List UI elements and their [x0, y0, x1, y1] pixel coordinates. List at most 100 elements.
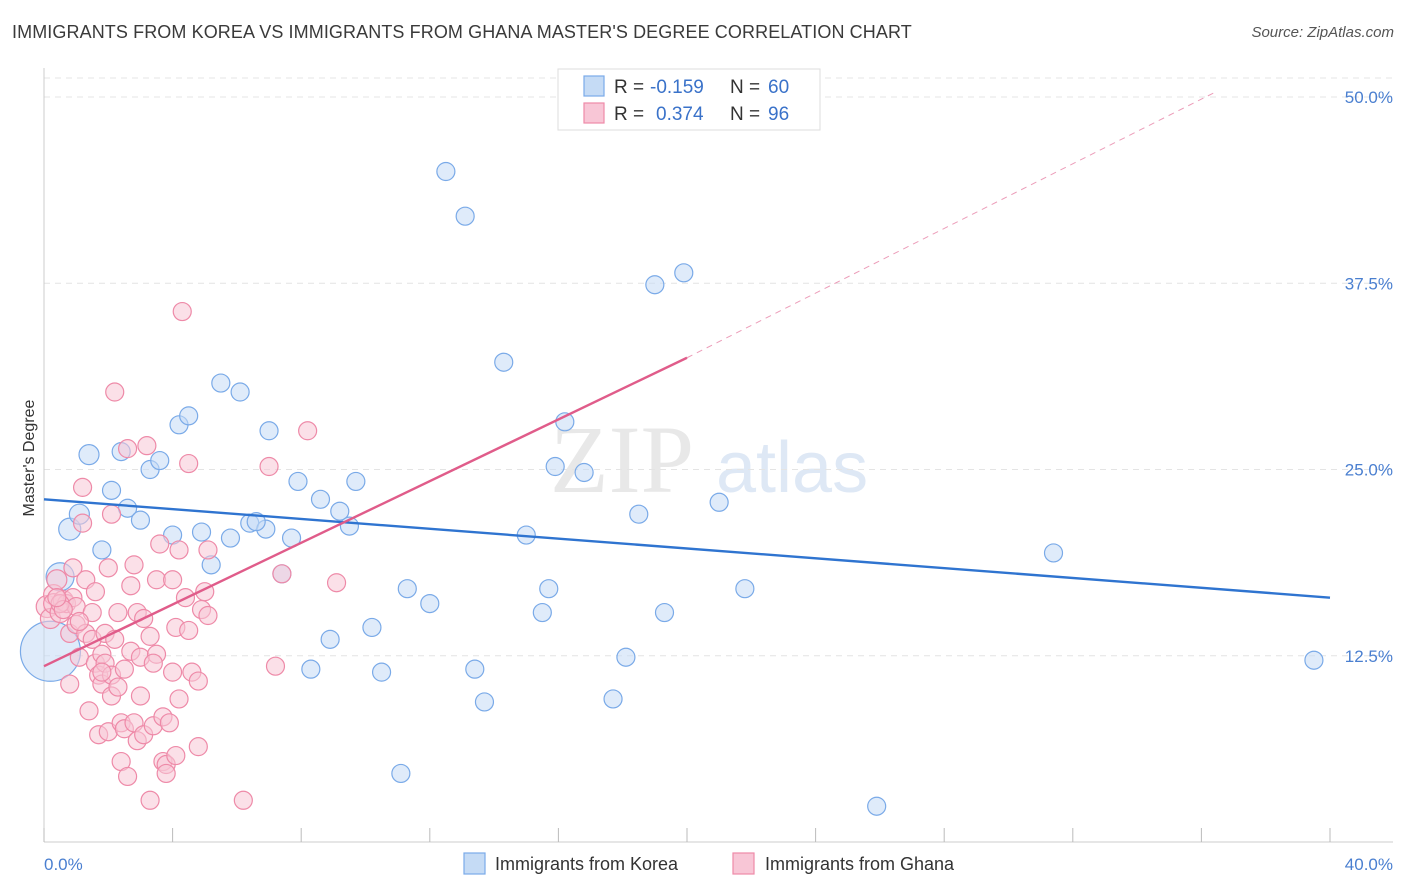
data-point-korea — [545, 456, 565, 477]
data-point-ghana — [72, 513, 93, 533]
data-point-korea — [420, 593, 440, 614]
data-point-ghana — [92, 662, 112, 682]
data-point-ghana — [108, 677, 128, 697]
legend-r-label-ghana: R = — [614, 104, 644, 125]
legend-r-value-ghana: 0.374 — [656, 104, 704, 125]
watermark-atlas: atlas — [716, 428, 868, 508]
data-point-ghana — [265, 656, 286, 676]
legend-r-value-korea: -0.159 — [650, 77, 704, 98]
data-point-ghana — [60, 674, 80, 694]
data-point-korea — [288, 471, 308, 492]
data-point-ghana — [198, 605, 218, 626]
data-point-korea — [465, 659, 485, 679]
y-tick-labels: 12.5% 25.0% 37.5% 50.0% — [1345, 88, 1393, 666]
data-point-korea — [709, 492, 729, 512]
data-point-korea — [320, 629, 340, 649]
data-point-ghana — [179, 453, 199, 474]
data-point-ghana — [159, 713, 179, 733]
data-point-ghana — [79, 701, 99, 721]
data-point-korea — [532, 602, 552, 623]
legend-n-value-korea: 60 — [768, 77, 789, 98]
data-point-ghana — [105, 382, 125, 402]
data-point-korea — [474, 692, 495, 712]
data-point-ghana — [169, 540, 189, 560]
data-point-ghana — [46, 569, 68, 591]
data-point-ghana — [156, 763, 176, 784]
data-point-ghana — [163, 570, 183, 590]
legend-n-label-ghana: N = — [730, 104, 760, 125]
data-point-ghana — [188, 671, 208, 691]
data-point-ghana — [140, 626, 160, 646]
y-tick-label: 50.0% — [1345, 88, 1393, 107]
data-point-ghana — [143, 653, 163, 673]
data-point-ghana — [114, 659, 134, 679]
data-point-ghana — [137, 436, 157, 456]
data-point-korea — [455, 206, 475, 226]
data-point-ghana — [233, 790, 253, 810]
data-point-ghana — [85, 582, 106, 602]
data-point-ghana — [169, 689, 189, 709]
data-point-ghana — [146, 570, 167, 590]
bottom-legend-label-ghana: Immigrants from Ghana — [765, 854, 955, 874]
chart-title: IMMIGRANTS FROM KOREA VS IMMIGRANTS FROM… — [12, 22, 912, 42]
data-point-korea — [230, 382, 250, 402]
data-point-korea — [211, 373, 231, 393]
data-point-ghana — [101, 504, 122, 524]
bottom-legend-label-korea: Immigrants from Korea — [495, 854, 679, 874]
data-point-korea — [78, 444, 100, 466]
data-point-ghana — [117, 766, 138, 787]
data-point-korea — [346, 471, 366, 492]
data-point-korea — [436, 161, 456, 182]
data-point-ghana — [172, 301, 192, 322]
data-point-korea — [101, 480, 122, 500]
series-ghana-points — [35, 301, 347, 810]
data-point-korea — [191, 522, 212, 542]
data-point-ghana — [117, 439, 138, 459]
x-tick-label-max: 40.0% — [1345, 855, 1393, 874]
data-point-korea — [616, 647, 636, 667]
bottom-legend-swatch-ghana — [732, 852, 755, 875]
data-point-korea — [301, 659, 321, 679]
data-point-korea — [397, 579, 417, 599]
legend-n-label-korea: N = — [730, 77, 760, 98]
data-point-korea — [150, 450, 170, 471]
legend-swatch-ghana — [583, 102, 605, 124]
data-point-ghana — [326, 573, 347, 593]
data-point-ghana — [72, 477, 93, 497]
data-point-korea — [130, 510, 151, 530]
data-point-ghana — [298, 421, 318, 441]
data-point-ghana — [108, 602, 128, 623]
data-point-ghana — [98, 558, 118, 578]
data-point-korea — [735, 579, 755, 599]
data-point-korea — [1043, 543, 1064, 563]
scatter-points — [19, 161, 1324, 816]
y-tick-label: 12.5% — [1345, 647, 1393, 666]
series-korea-points — [19, 161, 1324, 816]
data-point-korea — [92, 540, 112, 560]
correlation-legend: R = -0.159 N = 60 R = 0.374 N = 96 — [557, 68, 821, 131]
trend-line-ghana-extension — [686, 90, 1218, 359]
data-point-ghana — [198, 540, 218, 560]
y-axis-label: Master's Degree — [21, 399, 38, 516]
legend-n-value-ghana: 96 — [768, 104, 789, 125]
data-point-ghana — [188, 737, 208, 757]
chart-source: Source: ZipAtlas.com — [1251, 24, 1394, 41]
axes — [43, 68, 1393, 843]
y-tick-label: 37.5% — [1345, 274, 1393, 293]
series-legend: Immigrants from Korea Immigrants from Gh… — [463, 852, 955, 875]
x-tick-label-min: 0.0% — [44, 855, 83, 874]
data-point-korea — [391, 763, 411, 784]
data-point-korea — [645, 275, 665, 295]
data-point-korea — [867, 796, 887, 816]
data-point-ghana — [121, 576, 141, 596]
data-point-ghana — [163, 662, 183, 682]
data-point-korea — [310, 489, 331, 509]
data-point-ghana — [63, 558, 83, 578]
legend-swatch-korea — [583, 75, 605, 97]
data-point-korea — [629, 504, 649, 524]
y-tick-label: 25.0% — [1345, 461, 1393, 480]
data-point-ghana — [259, 456, 279, 477]
bottom-legend-swatch-korea — [463, 852, 486, 875]
data-point-ghana — [140, 790, 160, 810]
